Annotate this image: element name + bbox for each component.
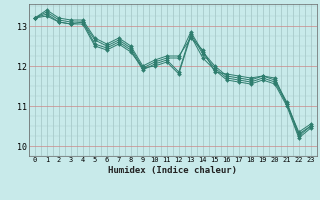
X-axis label: Humidex (Indice chaleur): Humidex (Indice chaleur) xyxy=(108,166,237,175)
